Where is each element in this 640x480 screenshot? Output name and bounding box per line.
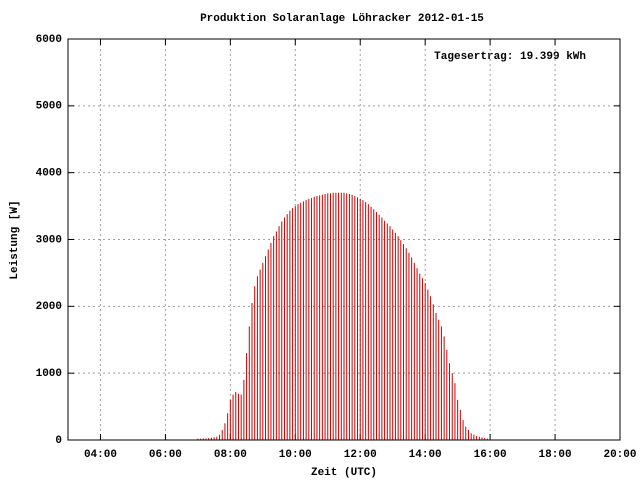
x-tick-label: 16:00 xyxy=(474,449,507,461)
x-tick-label: 04:00 xyxy=(84,449,117,461)
y-tick-label: 2000 xyxy=(36,301,62,313)
x-axis-label: Zeit (UTC) xyxy=(311,467,377,479)
x-tick-label: 18:00 xyxy=(539,449,572,461)
y-tick-label: 6000 xyxy=(36,34,62,46)
y-tick-label: 4000 xyxy=(36,168,62,180)
y-tick-label: 3000 xyxy=(36,234,62,246)
x-tick-label: 14:00 xyxy=(409,449,442,461)
annotation: Tagesertrag: 19.399 kWh xyxy=(434,51,586,63)
x-tick-label: 10:00 xyxy=(279,449,312,461)
x-tick-label: 06:00 xyxy=(149,449,182,461)
y-tick-label: 1000 xyxy=(36,368,62,380)
chart-title: Produktion Solaranlage Löhracker 2012-01… xyxy=(200,13,484,25)
y-tick-label: 5000 xyxy=(36,101,62,113)
plot-frame xyxy=(67,38,621,441)
y-axis-label: Leistung [W] xyxy=(9,200,21,279)
x-tick-label: 08:00 xyxy=(214,449,247,461)
x-tick-label: 12:00 xyxy=(344,449,377,461)
x-tick-label: 20:00 xyxy=(603,449,636,461)
y-tick-label: 0 xyxy=(55,435,62,447)
